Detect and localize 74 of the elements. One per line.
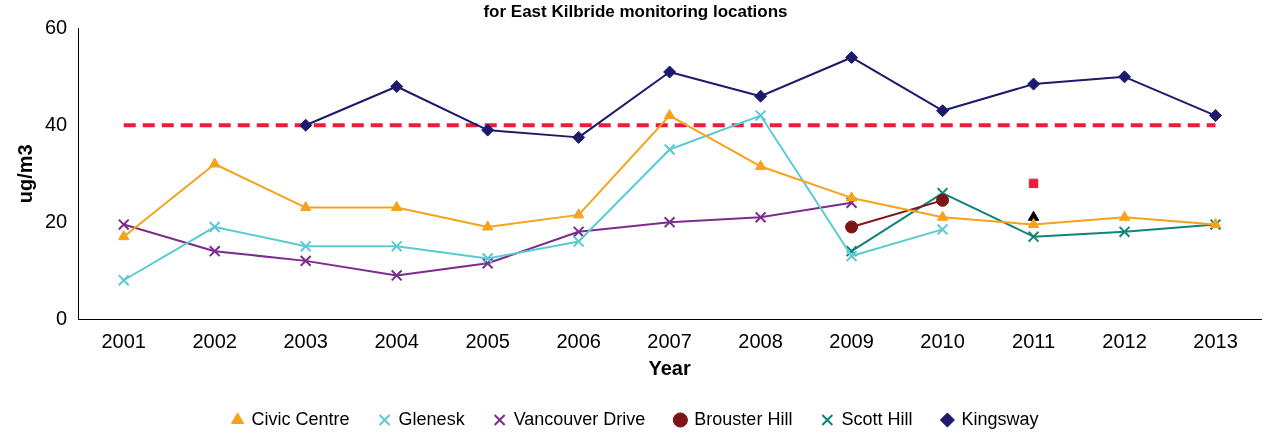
point: [754, 159, 767, 170]
point: [209, 157, 221, 168]
x-tick-label: 2010: [920, 329, 965, 352]
point: [663, 143, 676, 156]
point: [754, 109, 767, 122]
point: [481, 220, 494, 231]
x-tick-label: 2009: [829, 329, 874, 352]
point: [1027, 230, 1040, 243]
point: [572, 225, 585, 238]
legend-label: Brouster Hill: [694, 408, 793, 429]
point: [754, 211, 767, 224]
x-tick-label: 2007: [647, 329, 692, 352]
y-tick-label: 40: [45, 112, 68, 135]
y-tick-label: 60: [45, 15, 68, 38]
point: [754, 89, 768, 103]
legend-label: Civic Centre: [251, 408, 350, 429]
point: [1118, 70, 1132, 84]
x-tick-label: 2001: [101, 329, 146, 352]
point: [845, 196, 858, 209]
point: [1118, 225, 1131, 238]
point: [845, 245, 858, 258]
point: [845, 50, 859, 64]
point: [572, 208, 585, 219]
x-tick-label: 2006: [556, 329, 601, 352]
point: [481, 257, 494, 270]
x-tick-label: 2008: [738, 329, 783, 352]
point: [390, 80, 404, 94]
x-tick-label: 2011: [1012, 329, 1056, 352]
point: [481, 252, 494, 265]
y-tick-label: 0: [56, 306, 68, 329]
legend-label: Vancouver Drive: [513, 408, 646, 429]
y-tick-label: 20: [45, 209, 68, 232]
point: [390, 240, 403, 253]
point: [300, 201, 312, 212]
point: [1209, 109, 1223, 123]
point: [936, 104, 950, 118]
point: [845, 191, 858, 202]
point: [663, 109, 676, 120]
legend-label: Scott Hill: [841, 408, 913, 429]
x-tick-label: 2013: [1193, 329, 1238, 352]
point: [845, 220, 859, 234]
legend-label: Kingsway: [961, 408, 1039, 429]
point: [572, 235, 585, 248]
chart-title: for East Kilbride monitoring locations: [483, 1, 788, 21]
point: [208, 221, 221, 233]
y-axis-title: ug/m3: [13, 144, 36, 204]
point: [390, 269, 403, 282]
point: [572, 130, 586, 144]
point: [936, 210, 949, 221]
point: [1027, 218, 1040, 229]
x-tick-label: 2002: [192, 329, 237, 352]
point: [481, 123, 495, 137]
point: [299, 254, 312, 267]
x-tick-label: 2012: [1102, 329, 1147, 352]
point: [1028, 178, 1039, 189]
point: [936, 223, 949, 236]
legend-label: Glenesk: [398, 408, 466, 429]
point: [299, 118, 313, 132]
x-tick-label: 2004: [374, 329, 419, 352]
x-tick-label: 2003: [283, 329, 328, 352]
point: [663, 65, 677, 79]
point: [936, 193, 950, 207]
point: [390, 201, 403, 212]
point: [118, 230, 130, 241]
point: [117, 218, 130, 231]
point: [845, 250, 858, 262]
x-tick-label: 2005: [465, 329, 510, 352]
point: [117, 274, 130, 287]
point: [299, 240, 312, 253]
point: [1118, 210, 1131, 221]
point: [1027, 77, 1041, 91]
x-axis-title: Year: [648, 356, 691, 379]
point: [208, 245, 221, 258]
point: [663, 216, 676, 229]
